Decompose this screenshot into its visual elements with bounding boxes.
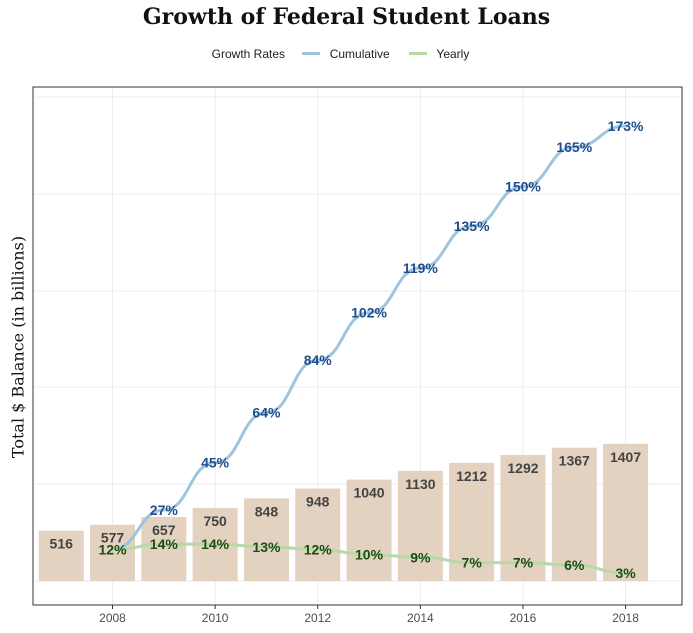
bar-label-2010: 750 [203,513,227,529]
bar-label-2008: 577 [101,530,125,546]
legend-title: Growth Rates [211,46,286,61]
point-label-cumulative-2009: 27% [150,502,179,518]
bar-label-2009: 657 [152,522,176,538]
bar-label-2015: 1212 [456,468,487,484]
point-label-yearly-2016: 7% [513,555,534,571]
plot-panel [32,86,683,606]
point-label-cumulative-2014: 119% [403,260,439,276]
x-tick-label-2008: 2008 [99,611,126,625]
bar-label-2014: 1130 [405,476,436,492]
bar-2009 [141,516,187,581]
bar-2017 [551,447,597,581]
bar-2016 [500,455,546,581]
legend-label-yearly: Yearly [436,46,470,61]
point-label-cumulative-2013: 102% [351,305,387,321]
bar-2018 [603,443,649,581]
bar-2007 [38,530,84,581]
point-label-yearly-2010: 14% [201,536,230,552]
x-tick-label-2010: 2010 [202,611,229,625]
series-line-yearly [111,542,628,575]
bar-2008 [90,524,136,581]
point-label-yearly-2011: 13% [252,539,281,555]
bar-2011 [243,498,289,581]
x-tick-label-2014: 2014 [407,611,434,625]
point-label-yearly-2018: 3% [615,565,636,581]
bar-2014 [397,470,443,581]
chart-title: Growth of Federal Student Loans [142,4,551,30]
bar-label-2016: 1292 [507,460,538,476]
bar-2013 [346,479,392,581]
bar-label-2017: 1367 [559,453,590,469]
point-label-yearly-2013: 10% [355,547,384,563]
bar-2012 [295,488,341,581]
point-label-yearly-2014: 9% [410,549,431,565]
bar-label-2013: 1040 [353,485,384,501]
point-label-yearly-2012: 12% [304,541,333,557]
point-label-yearly-2008: 12% [99,541,128,557]
point-label-cumulative-2017: 165% [556,139,592,155]
series-line-cumulative [111,124,628,551]
point-label-cumulative-2010: 45% [201,455,230,471]
point-label-cumulative-2016: 150% [505,179,541,195]
point-label-cumulative-2018: 173% [608,118,644,134]
bar-label-2018: 1407 [610,449,641,465]
legend-key-cumulative [302,52,321,56]
bar-label-2007: 516 [50,536,74,552]
legend: Growth Rates Cumulative Yearly [0,46,693,61]
x-tick-label-2012: 2012 [304,611,331,625]
legend-label-cumulative: Cumulative [329,46,390,61]
x-tick-label-2018: 2018 [612,611,639,625]
point-label-cumulative-2011: 64% [252,405,281,421]
point-label-yearly-2015: 7% [462,555,483,571]
x-tick-label-2016: 2016 [510,611,537,625]
point-label-cumulative-2012: 84% [304,352,333,368]
point-label-cumulative-2015: 135% [454,218,490,234]
legend-key-yearly [409,52,428,56]
bar-label-2011: 848 [255,503,279,519]
bar-label-2012: 948 [306,494,330,510]
point-label-yearly-2009: 14% [150,536,179,552]
point-label-yearly-2017: 6% [564,557,585,573]
